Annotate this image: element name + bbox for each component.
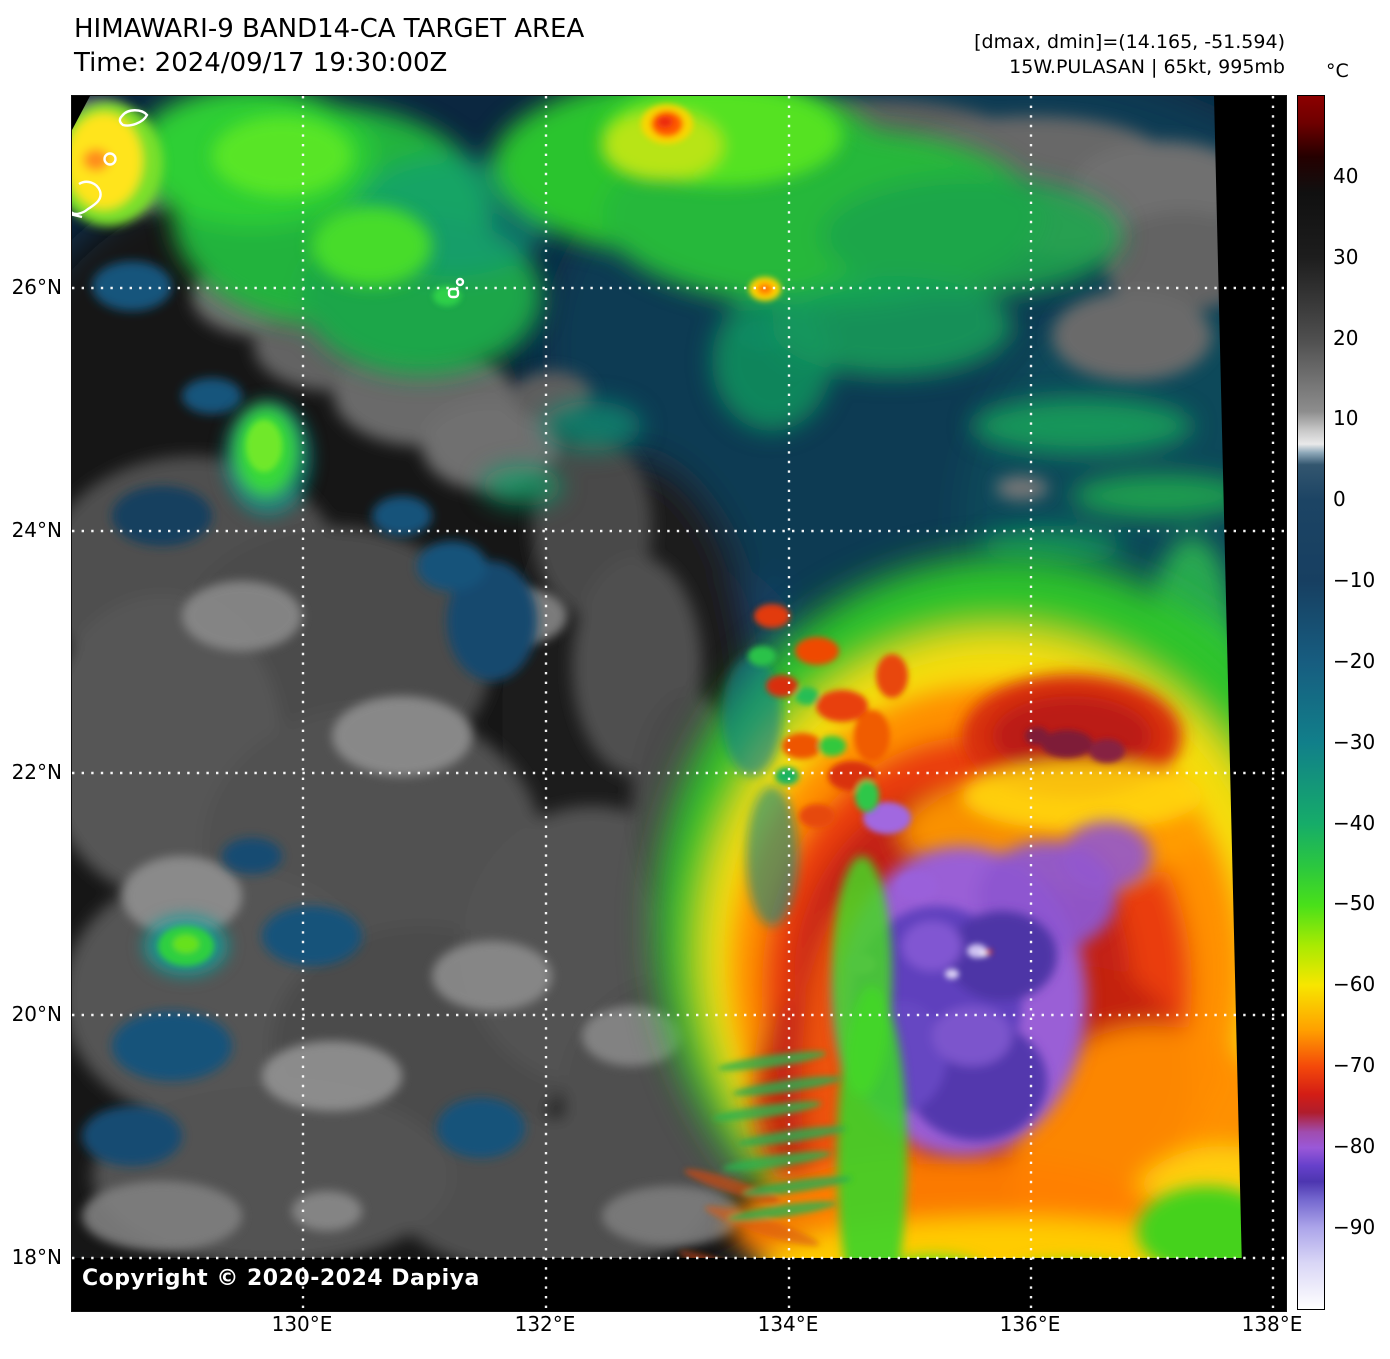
colorbar-tick-label: 0 [1333,487,1346,511]
colorbar-tick-label: −70 [1333,1053,1376,1077]
bottom-black-band [72,1258,1286,1311]
x-axis-label: 136°E [999,1312,1061,1336]
info-block: [dmax, dmin]=(14.165, -51.594) 15W.PULAS… [800,30,1285,80]
y-axis-label: 26°N [11,275,62,299]
colorbar-tick-label: −10 [1333,568,1376,592]
copyright-label: Copyright © 2020-2024 Dapiya [82,1266,480,1291]
x-axis-label: 134°E [757,1312,819,1336]
grid-lines [72,96,1286,1311]
colorbar-tick-label: 10 [1333,406,1359,430]
colorbar-tick-label: −60 [1333,972,1376,996]
convection-bands [679,604,908,1311]
y-axis-label: 20°N [11,1002,62,1026]
page-title: HIMAWARI-9 BAND14-CA TARGET AREA [74,14,585,44]
y-axis-label: 24°N [11,518,62,542]
colorbar-unit-label: °C [1326,60,1349,82]
satellite-image [72,96,1286,1311]
colorbar [1297,95,1325,1310]
x-axis-label: 138°E [1241,1312,1303,1336]
colorbar-tick-label: −80 [1333,1134,1376,1158]
x-axis-label: 132°E [514,1312,576,1336]
satellite-plot: Copyright © 2020-2024 Dapiya [71,95,1287,1312]
x-axis-label: 130°E [271,1312,333,1336]
colorbar-tick-label: −50 [1333,891,1376,915]
header-block: HIMAWARI-9 BAND14-CA TARGET AREA Time: 2… [74,12,584,80]
colorbar-tick-label: −40 [1333,811,1376,835]
corner-black [72,96,90,130]
green-cloud-masses [72,96,1252,976]
storm-info: 15W.PULASAN | 65kt, 995mb [1009,56,1285,78]
colorbar-tick-label: 20 [1333,326,1359,350]
colorbar-tick-label: 40 [1333,164,1359,188]
colorbar-tick-label: 30 [1333,245,1359,269]
y-axis-label: 18°N [11,1245,62,1269]
coastlines [72,109,465,299]
colorbar-tick-label: −90 [1333,1215,1376,1239]
no-data-wedge [1214,96,1286,1311]
timestamp: Time: 2024/09/17 19:30:00Z [74,48,448,78]
typhoon-maroon-spots [1025,727,1125,763]
gray-cloud-highlights [82,581,742,1251]
y-axis-label: 22°N [11,760,62,784]
colorbar-tick-label: −30 [1333,730,1376,754]
colorbar-tick-label: −20 [1333,649,1376,673]
dmax-dmin-value: [dmax, dmin]=(14.165, -51.594) [974,31,1285,53]
